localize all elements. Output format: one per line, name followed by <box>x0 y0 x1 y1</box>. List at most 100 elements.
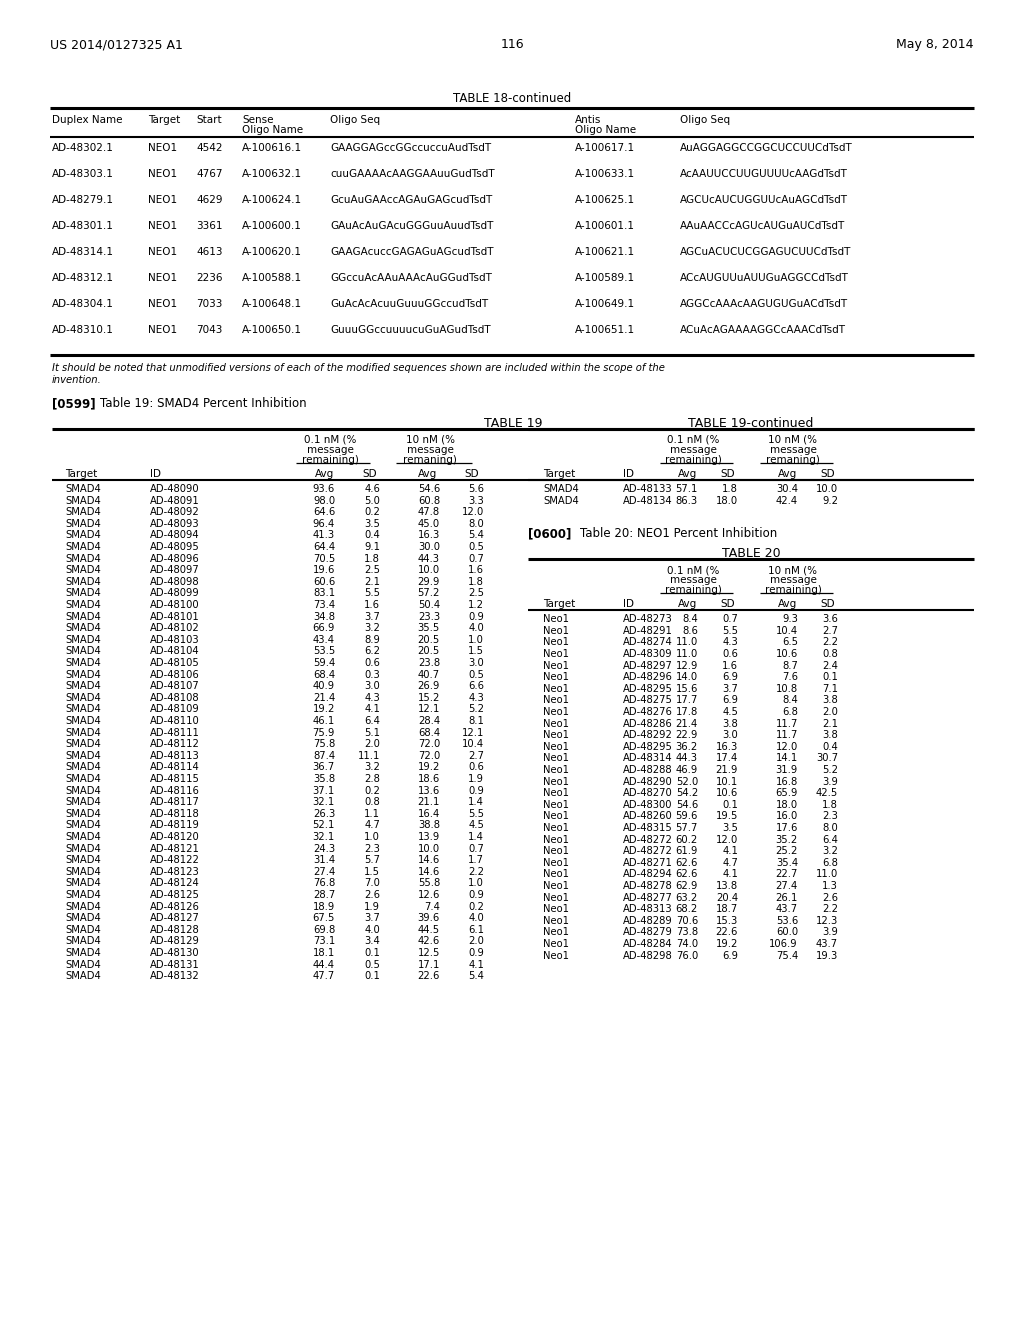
Text: May 8, 2014: May 8, 2014 <box>896 38 974 51</box>
Text: AD-48093: AD-48093 <box>150 519 200 529</box>
Text: SMAD4: SMAD4 <box>65 763 100 772</box>
Text: 14.0: 14.0 <box>676 672 698 682</box>
Text: AD-48284: AD-48284 <box>623 939 673 949</box>
Text: 64.6: 64.6 <box>312 507 335 517</box>
Text: 6.9: 6.9 <box>722 696 738 705</box>
Text: 0.1: 0.1 <box>722 800 738 809</box>
Text: 68.2: 68.2 <box>676 904 698 915</box>
Text: AD-48290: AD-48290 <box>623 776 673 787</box>
Text: A-100600.1: A-100600.1 <box>242 220 302 231</box>
Text: GuAcAcAcuuGuuuGGccudTsdT: GuAcAcAcuuGuuuGGccudTsdT <box>330 300 488 309</box>
Text: 6.2: 6.2 <box>364 647 380 656</box>
Text: 10.0: 10.0 <box>418 843 440 854</box>
Text: AD-48096: AD-48096 <box>150 553 200 564</box>
Text: 18.6: 18.6 <box>418 774 440 784</box>
Text: TABLE 19: TABLE 19 <box>483 417 543 430</box>
Text: AD-48127: AD-48127 <box>150 913 200 923</box>
Text: SMAD4: SMAD4 <box>65 913 100 923</box>
Text: 0.2: 0.2 <box>365 785 380 796</box>
Text: 0.1: 0.1 <box>365 972 380 981</box>
Text: GAuAcAuGAcuGGGuuAuudTsdT: GAuAcAuGAcuGGGuuAuudTsdT <box>330 220 494 231</box>
Text: 6.4: 6.4 <box>365 715 380 726</box>
Text: Neo1: Neo1 <box>543 626 569 636</box>
Text: 68.4: 68.4 <box>418 727 440 738</box>
Text: 5.7: 5.7 <box>364 855 380 865</box>
Text: Antis: Antis <box>575 115 601 125</box>
Text: 43.7: 43.7 <box>776 904 798 915</box>
Text: AcAAUUCCUUGUUUUcAAGdTsdT: AcAAUUCCUUGUUUUcAAGdTsdT <box>680 169 848 180</box>
Text: 3.0: 3.0 <box>365 681 380 692</box>
Text: 10 nM (%: 10 nM (% <box>768 565 817 576</box>
Text: 75.4: 75.4 <box>776 950 798 961</box>
Text: 42.5: 42.5 <box>816 788 838 799</box>
Text: A-100617.1: A-100617.1 <box>575 143 635 153</box>
Text: 3361: 3361 <box>196 220 222 231</box>
Text: SMAD4: SMAD4 <box>65 774 100 784</box>
Text: AGGCcAAAcAAGUGUGuACdTsdT: AGGCcAAAcAAGUGUGuACdTsdT <box>680 300 848 309</box>
Text: 12.9: 12.9 <box>676 660 698 671</box>
Text: Oligo Seq: Oligo Seq <box>330 115 380 125</box>
Text: 3.0: 3.0 <box>722 730 738 741</box>
Text: AD-48292: AD-48292 <box>623 730 673 741</box>
Text: SMAD4: SMAD4 <box>65 751 100 760</box>
Text: Neo1: Neo1 <box>543 684 569 694</box>
Text: 4.1: 4.1 <box>722 870 738 879</box>
Text: 64.4: 64.4 <box>313 543 335 552</box>
Text: 1.8: 1.8 <box>822 800 838 809</box>
Text: GcuAuGAAccAGAuGAGcudTsdT: GcuAuGAAccAGAuGAGcudTsdT <box>330 195 493 205</box>
Text: AD-48100: AD-48100 <box>150 601 200 610</box>
Text: 59.6: 59.6 <box>676 812 698 821</box>
Text: SMAD4: SMAD4 <box>65 495 100 506</box>
Text: NEO1: NEO1 <box>148 169 177 180</box>
Text: 34.8: 34.8 <box>313 611 335 622</box>
Text: AD-48298: AD-48298 <box>623 950 673 961</box>
Text: 12.3: 12.3 <box>816 916 838 925</box>
Text: 0.7: 0.7 <box>468 553 484 564</box>
Text: 14.1: 14.1 <box>776 754 798 763</box>
Text: 18.0: 18.0 <box>716 495 738 506</box>
Text: 61.9: 61.9 <box>676 846 698 857</box>
Text: SMAD4: SMAD4 <box>65 565 100 576</box>
Text: 3.8: 3.8 <box>822 730 838 741</box>
Text: Avg: Avg <box>678 599 697 610</box>
Text: remaining): remaining) <box>665 585 722 595</box>
Text: AD-48111: AD-48111 <box>150 727 200 738</box>
Text: AD-48297: AD-48297 <box>623 660 673 671</box>
Text: 5.2: 5.2 <box>468 705 484 714</box>
Text: 12.5: 12.5 <box>418 948 440 958</box>
Text: 47.7: 47.7 <box>312 972 335 981</box>
Text: AD-48260: AD-48260 <box>623 812 673 821</box>
Text: AD-48121: AD-48121 <box>150 843 200 854</box>
Text: SMAD4: SMAD4 <box>65 507 100 517</box>
Text: 10.4: 10.4 <box>462 739 484 750</box>
Text: AD-48272: AD-48272 <box>623 834 673 845</box>
Text: AD-48123: AD-48123 <box>150 867 200 876</box>
Text: 0.8: 0.8 <box>365 797 380 808</box>
Text: AD-48310.1: AD-48310.1 <box>52 325 114 335</box>
Text: AD-48289: AD-48289 <box>623 916 673 925</box>
Text: Neo1: Neo1 <box>543 800 569 809</box>
Text: 8.4: 8.4 <box>782 696 798 705</box>
Text: 4.0: 4.0 <box>468 913 484 923</box>
Text: 0.2: 0.2 <box>468 902 484 912</box>
Text: 87.4: 87.4 <box>313 751 335 760</box>
Text: 22.6: 22.6 <box>418 972 440 981</box>
Text: AD-48288: AD-48288 <box>623 766 673 775</box>
Text: AD-48112: AD-48112 <box>150 739 200 750</box>
Text: 53.5: 53.5 <box>312 647 335 656</box>
Text: 1.7: 1.7 <box>468 855 484 865</box>
Text: remaining): remaining) <box>301 455 358 465</box>
Text: 4.1: 4.1 <box>468 960 484 970</box>
Text: AD-48279.1: AD-48279.1 <box>52 195 114 205</box>
Text: 2.7: 2.7 <box>468 751 484 760</box>
Text: message: message <box>306 445 353 455</box>
Text: 3.7: 3.7 <box>365 913 380 923</box>
Text: A-100649.1: A-100649.1 <box>575 300 635 309</box>
Text: Neo1: Neo1 <box>543 822 569 833</box>
Text: SD: SD <box>721 469 735 479</box>
Text: Neo1: Neo1 <box>543 776 569 787</box>
Text: AD-48276: AD-48276 <box>623 708 673 717</box>
Text: SMAD4: SMAD4 <box>65 832 100 842</box>
Text: A-100621.1: A-100621.1 <box>575 247 635 257</box>
Text: Neo1: Neo1 <box>543 928 569 937</box>
